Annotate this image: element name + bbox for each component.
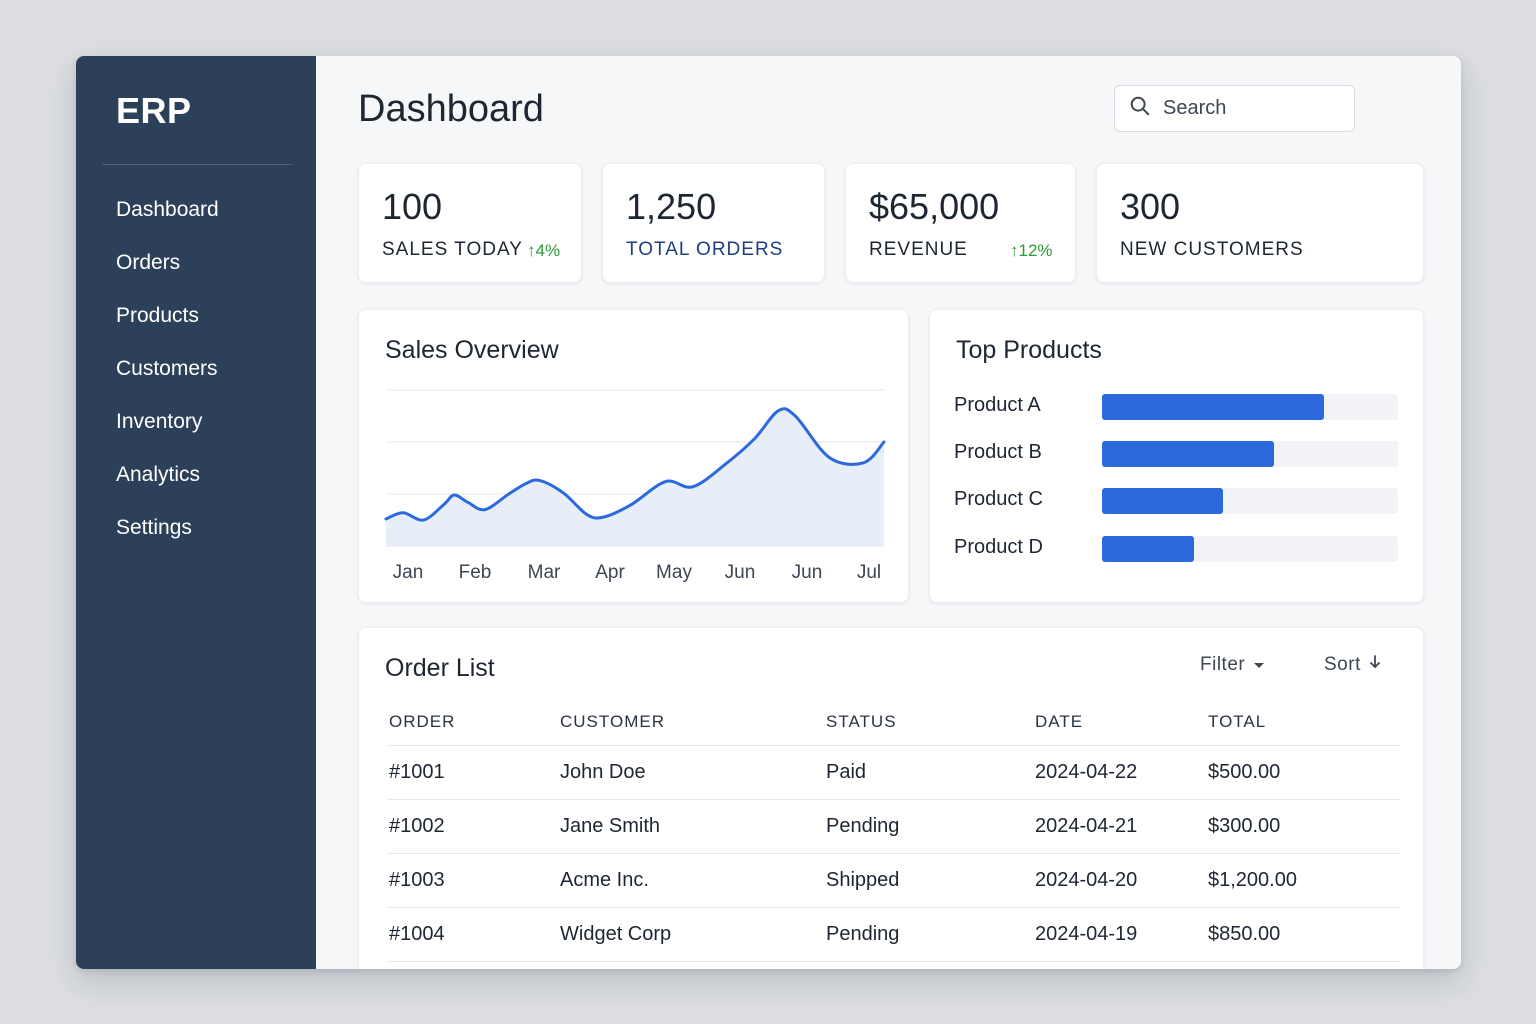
stat-value: 100 bbox=[382, 186, 443, 227]
order-total: $1,200.00 bbox=[1206, 853, 1401, 908]
search-input[interactable] bbox=[1163, 97, 1333, 120]
order-status: Pending bbox=[824, 799, 1033, 854]
stat-value: 300 bbox=[1120, 186, 1181, 227]
x-tick-label: Apr bbox=[595, 562, 625, 583]
sidebar: ERP Dashboard Orders Products Customers … bbox=[76, 56, 316, 969]
stat-card-sales-today: 100 SALES TODAY ↑4% bbox=[358, 163, 582, 283]
column-header-total[interactable]: TOTAL bbox=[1206, 700, 1401, 746]
product-label: Product B bbox=[954, 441, 1042, 463]
top-products-title: Top Products bbox=[956, 336, 1102, 364]
product-bar bbox=[1102, 488, 1224, 514]
stat-value: 1,250 bbox=[626, 186, 717, 227]
table-row[interactable]: #1001 John Doe Paid 2024-04-22 $500.00 bbox=[387, 745, 1401, 800]
order-list-title: Order List bbox=[385, 654, 495, 682]
x-tick-label: Jun bbox=[725, 562, 756, 583]
product-bar bbox=[1102, 394, 1324, 420]
filter-button[interactable]: Filter bbox=[1200, 654, 1265, 676]
top-products-card: Top Products Product A Product B Product… bbox=[929, 309, 1424, 603]
stat-label: SALES TODAY bbox=[382, 239, 523, 260]
order-id: #1004 bbox=[387, 907, 558, 962]
product-label: Product C bbox=[954, 488, 1043, 510]
x-tick-label: Mar bbox=[528, 562, 561, 583]
stat-value: $65,000 bbox=[869, 186, 1000, 227]
sidebar-item-orders[interactable]: Orders bbox=[116, 251, 181, 274]
order-id: #1003 bbox=[387, 853, 558, 908]
stat-card-revenue: $65,000 REVENUE ↑12% bbox=[845, 163, 1076, 283]
sidebar-divider bbox=[102, 164, 292, 165]
x-tick-label: Jul bbox=[857, 562, 881, 583]
search-box[interactable] bbox=[1114, 85, 1355, 132]
x-tick-label: May bbox=[656, 562, 692, 583]
product-label: Product A bbox=[954, 394, 1041, 416]
sales-chart: Jan Feb Mar Apr May Jun Jun Jul bbox=[384, 389, 886, 583]
product-bar-track bbox=[1102, 488, 1398, 514]
column-header-order[interactable]: ORDER bbox=[387, 700, 558, 746]
order-customer: John Doe bbox=[558, 745, 824, 800]
order-status: Shipped bbox=[824, 853, 1033, 908]
stat-label: NEW CUSTOMERS bbox=[1120, 239, 1304, 260]
column-header-status[interactable]: STATUS bbox=[824, 700, 1033, 746]
order-customer: Widget Corp bbox=[558, 907, 824, 962]
order-total: $300.00 bbox=[1206, 799, 1401, 854]
order-id: #1001 bbox=[387, 745, 558, 800]
table-header-row: ORDER CUSTOMER STATUS DATE TOTAL bbox=[387, 700, 1401, 746]
arrow-down-icon bbox=[1369, 654, 1381, 676]
product-bar bbox=[1102, 441, 1274, 467]
sales-overview-title: Sales Overview bbox=[385, 336, 559, 364]
product-bar-track bbox=[1102, 394, 1398, 420]
sidebar-item-customers[interactable]: Customers bbox=[116, 357, 218, 380]
order-date: 2024-04-20 bbox=[1033, 853, 1206, 908]
sidebar-nav: Dashboard Orders Products Customers Inve… bbox=[76, 183, 316, 554]
stat-delta: ↑4% bbox=[527, 241, 561, 260]
sort-button[interactable]: Sort bbox=[1324, 654, 1381, 676]
sidebar-item-products[interactable]: Products bbox=[116, 304, 199, 327]
stat-delta: ↑12% bbox=[1010, 241, 1053, 260]
order-date: 2024-04-22 bbox=[1033, 745, 1206, 800]
filter-label: Filter bbox=[1200, 654, 1246, 675]
table-row[interactable]: #1002 Jane Smith Pending 2024-04-21 $300… bbox=[387, 799, 1401, 854]
x-tick-label: Jan bbox=[393, 562, 424, 583]
sidebar-item-settings[interactable]: Settings bbox=[116, 516, 192, 539]
order-total: $850.00 bbox=[1206, 907, 1401, 962]
caret-down-icon bbox=[1253, 654, 1265, 676]
sidebar-item-analytics[interactable]: Analytics bbox=[116, 463, 201, 486]
stat-card-new-customers: 300 NEW CUSTOMERS bbox=[1096, 163, 1424, 283]
stat-card-total-orders: 1,250 TOTAL ORDERS bbox=[602, 163, 825, 283]
product-bar bbox=[1102, 536, 1194, 562]
order-status: Pending bbox=[824, 907, 1033, 962]
orders-table: ORDER CUSTOMER STATUS DATE TOTAL #1001 J… bbox=[387, 700, 1401, 962]
sidebar-item-dashboard[interactable]: Dashboard bbox=[116, 198, 219, 221]
order-id: #1002 bbox=[387, 799, 558, 854]
page-title: Dashboard bbox=[358, 88, 544, 130]
order-customer: Jane Smith bbox=[558, 799, 824, 854]
chart-series-line bbox=[384, 407, 886, 522]
sidebar-item-inventory[interactable]: Inventory bbox=[116, 410, 203, 433]
x-tick-label: Feb bbox=[459, 562, 492, 583]
column-header-date[interactable]: DATE bbox=[1033, 700, 1206, 746]
order-status: Paid bbox=[824, 745, 1033, 800]
main-content: Dashboard 100 SALES TODAY ↑4% bbox=[316, 56, 1461, 969]
app-window: ERP Dashboard Orders Products Customers … bbox=[76, 56, 1461, 969]
table-row[interactable]: #1003 Acme Inc. Shipped 2024-04-20 $1,20… bbox=[387, 853, 1401, 908]
brand-logo[interactable]: ERP bbox=[116, 90, 192, 131]
product-bar-track bbox=[1102, 441, 1398, 467]
sort-label: Sort bbox=[1324, 654, 1361, 675]
product-label: Product D bbox=[954, 536, 1043, 558]
search-icon bbox=[1129, 95, 1151, 122]
order-date: 2024-04-19 bbox=[1033, 907, 1206, 962]
order-total: $500.00 bbox=[1206, 745, 1401, 800]
order-date: 2024-04-21 bbox=[1033, 799, 1206, 854]
sales-overview-card: Sales Overview Jan Feb Mar Apr May Jun Jun Jul bbox=[358, 309, 909, 603]
stat-label: TOTAL ORDERS bbox=[626, 239, 784, 260]
order-list-card: Order List Filter Sort ORDER CUSTOMER bbox=[358, 627, 1424, 969]
chart-area-fill bbox=[386, 408, 884, 546]
table-row[interactable]: #1004 Widget Corp Pending 2024-04-19 $85… bbox=[387, 907, 1401, 962]
column-header-customer[interactable]: CUSTOMER bbox=[558, 700, 824, 746]
x-tick-label: Jun bbox=[792, 562, 823, 583]
stat-label: REVENUE bbox=[869, 239, 968, 260]
order-customer: Acme Inc. bbox=[558, 853, 824, 908]
product-bar-track bbox=[1102, 536, 1398, 562]
